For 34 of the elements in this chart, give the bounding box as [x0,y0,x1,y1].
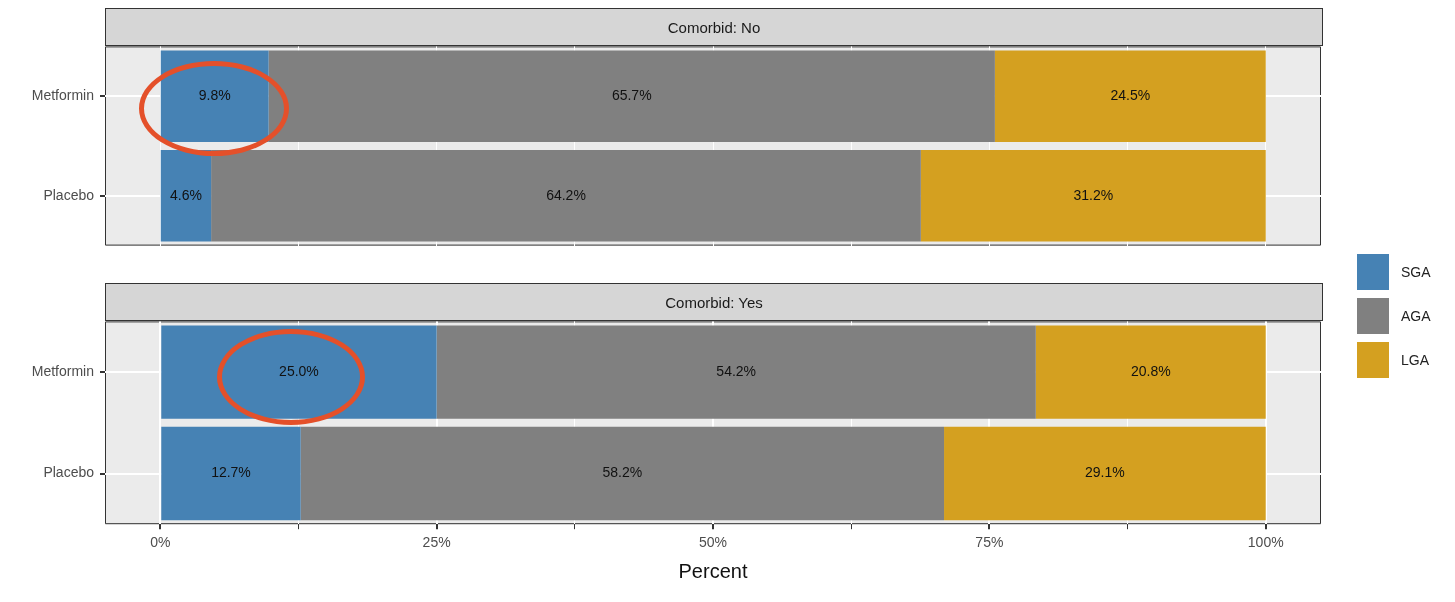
bar [1035,325,1266,419]
x-tick-label: 50% [698,534,728,551]
data-label: 20.8% [1130,362,1171,379]
x-tick-label: 25% [422,534,451,551]
data-label: 4.6% [169,186,202,203]
data-label: 54.2% [716,362,757,379]
y-tick-label: Metformin [31,362,94,379]
bar [300,426,945,521]
text: LGA [1401,352,1430,368]
data-label: 24.5% [1110,87,1151,104]
bar [436,325,1036,419]
data-label: 58.2% [602,464,643,481]
bar [994,50,1266,143]
bar [920,149,1266,242]
x-tick-label: 0% [150,534,171,551]
data-label: 25.0% [279,362,319,379]
data-label: 64.2% [546,186,586,203]
bar [944,426,1266,521]
data-label: 12.7% [211,464,251,481]
y-tick-label: Metformin [31,87,94,104]
bar [211,149,921,242]
x-tick-label: 75% [975,534,1004,551]
chart-title: Comorbid: No [105,8,1323,46]
data-label: 65.7% [611,87,652,104]
data-label: 31.2% [1073,186,1114,203]
text: AGA [1401,308,1431,324]
text: SGA [1401,264,1431,280]
data-label: 29.1% [1085,464,1125,481]
y-tick-label: Placebo [43,186,95,203]
data-label: 9.8% [198,87,231,104]
chart-title: Comorbid: Yes [105,283,1323,321]
x-tick-label: 100% [1247,534,1284,551]
x-axis-title: Percent [678,559,748,582]
y-tick-label: Placebo [43,464,95,481]
